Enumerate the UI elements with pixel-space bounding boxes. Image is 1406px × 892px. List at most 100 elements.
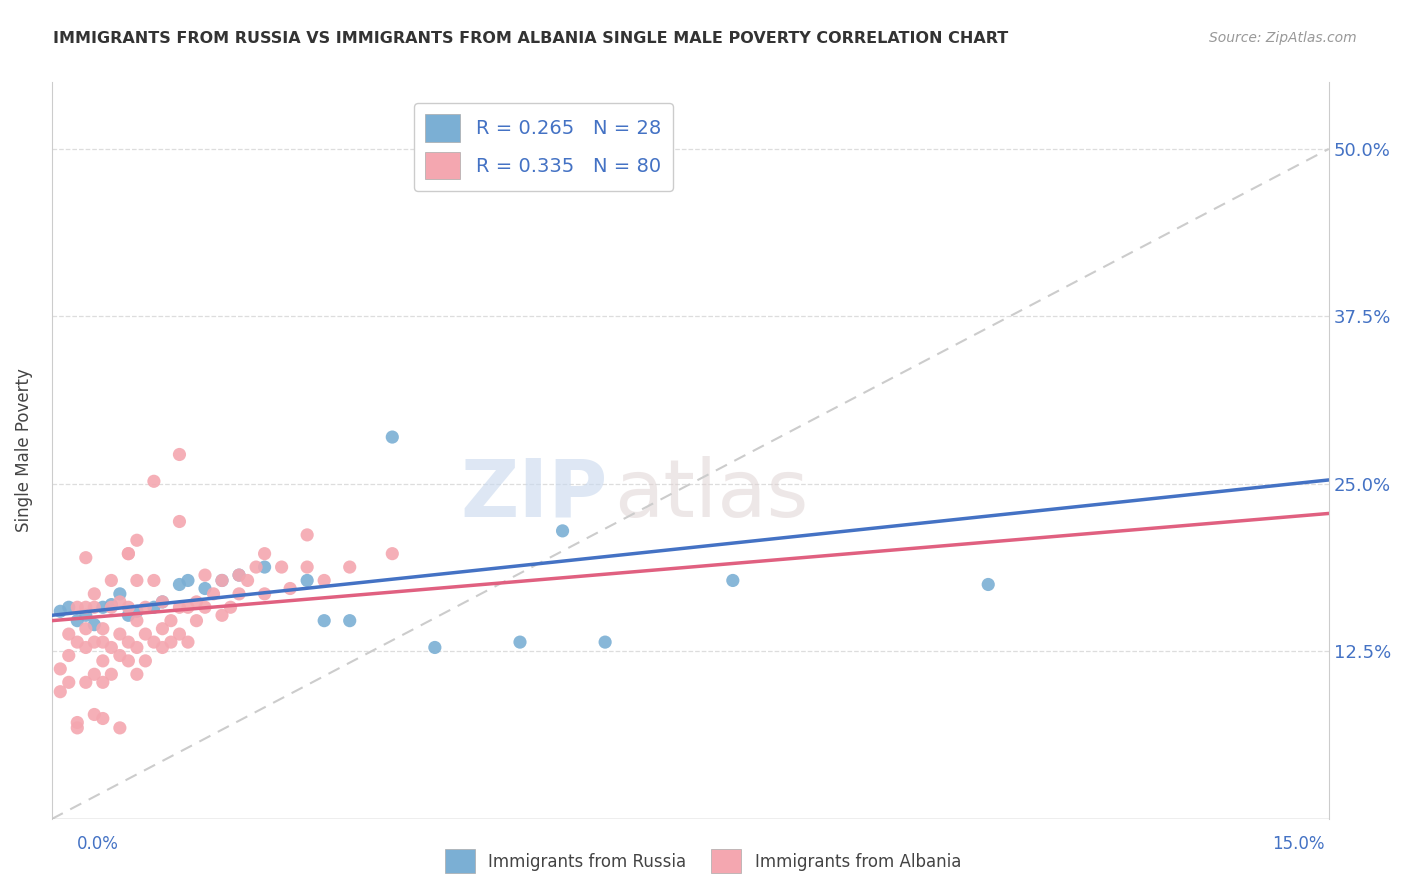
- Point: [381, 547, 404, 561]
- Point: [108, 721, 131, 735]
- Point: [142, 574, 165, 588]
- Point: [83, 667, 105, 681]
- Point: [125, 640, 148, 655]
- Point: [295, 528, 318, 542]
- Point: [253, 547, 276, 561]
- Point: [75, 640, 97, 655]
- Point: [211, 574, 233, 588]
- Point: [593, 635, 616, 649]
- Point: [66, 715, 89, 730]
- Point: [75, 622, 97, 636]
- Point: [211, 574, 233, 588]
- Point: [177, 635, 200, 649]
- Point: [58, 627, 80, 641]
- Point: [66, 721, 89, 735]
- Point: [339, 614, 361, 628]
- Point: [91, 654, 114, 668]
- Point: [134, 654, 156, 668]
- Point: [117, 654, 139, 668]
- Point: [100, 600, 122, 615]
- Point: [125, 614, 148, 628]
- Point: [142, 475, 165, 489]
- Point: [91, 711, 114, 725]
- Point: [58, 600, 80, 615]
- Point: [295, 574, 318, 588]
- Point: [160, 614, 183, 628]
- Point: [49, 662, 72, 676]
- Point: [66, 635, 89, 649]
- Point: [134, 600, 156, 615]
- Point: [245, 560, 267, 574]
- Text: 0.0%: 0.0%: [77, 835, 120, 853]
- Point: [100, 574, 122, 588]
- Point: [152, 622, 174, 636]
- Point: [100, 640, 122, 655]
- Point: [236, 574, 259, 588]
- Point: [152, 595, 174, 609]
- Point: [721, 574, 744, 588]
- Point: [228, 568, 250, 582]
- Point: [66, 600, 89, 615]
- Point: [125, 604, 148, 618]
- Point: [423, 640, 446, 655]
- Point: [91, 635, 114, 649]
- Point: [228, 587, 250, 601]
- Point: [117, 600, 139, 615]
- Text: ZIP: ZIP: [460, 456, 607, 533]
- Point: [75, 608, 97, 623]
- Text: Source: ZipAtlas.com: Source: ZipAtlas.com: [1209, 31, 1357, 45]
- Point: [202, 587, 225, 601]
- Point: [169, 515, 191, 529]
- Point: [125, 533, 148, 548]
- Point: [108, 587, 131, 601]
- Text: IMMIGRANTS FROM RUSSIA VS IMMIGRANTS FROM ALBANIA SINGLE MALE POVERTY CORRELATIO: IMMIGRANTS FROM RUSSIA VS IMMIGRANTS FRO…: [53, 31, 1008, 46]
- Point: [142, 600, 165, 615]
- Point: [66, 614, 89, 628]
- Point: [177, 574, 200, 588]
- Point: [100, 598, 122, 612]
- Point: [177, 600, 200, 615]
- Point: [314, 574, 336, 588]
- Point: [117, 608, 139, 623]
- Point: [169, 600, 191, 615]
- Point: [91, 622, 114, 636]
- Point: [83, 587, 105, 601]
- Point: [278, 582, 301, 596]
- Point: [142, 635, 165, 649]
- Legend: R = 0.265   N = 28, R = 0.335   N = 80: R = 0.265 N = 28, R = 0.335 N = 80: [413, 103, 673, 191]
- Text: 15.0%: 15.0%: [1272, 835, 1324, 853]
- Point: [169, 448, 191, 462]
- Point: [977, 577, 1000, 591]
- Point: [91, 600, 114, 615]
- Legend: Immigrants from Russia, Immigrants from Albania: Immigrants from Russia, Immigrants from …: [444, 849, 962, 873]
- Point: [186, 614, 208, 628]
- Point: [314, 614, 336, 628]
- Point: [253, 587, 276, 601]
- Point: [125, 574, 148, 588]
- Point: [108, 648, 131, 663]
- Point: [83, 635, 105, 649]
- Point: [125, 667, 148, 681]
- Point: [49, 604, 72, 618]
- Point: [152, 640, 174, 655]
- Point: [117, 635, 139, 649]
- Y-axis label: Single Male Poverty: Single Male Poverty: [15, 368, 32, 533]
- Point: [83, 600, 105, 615]
- Point: [83, 617, 105, 632]
- Text: atlas: atlas: [613, 456, 808, 533]
- Point: [100, 667, 122, 681]
- Point: [194, 568, 217, 582]
- Point: [75, 675, 97, 690]
- Point: [228, 568, 250, 582]
- Point: [339, 560, 361, 574]
- Point: [117, 547, 139, 561]
- Point: [49, 684, 72, 698]
- Point: [219, 600, 242, 615]
- Point: [381, 430, 404, 444]
- Point: [194, 582, 217, 596]
- Point: [58, 675, 80, 690]
- Point: [75, 550, 97, 565]
- Point: [551, 524, 574, 538]
- Point: [160, 635, 183, 649]
- Point: [211, 608, 233, 623]
